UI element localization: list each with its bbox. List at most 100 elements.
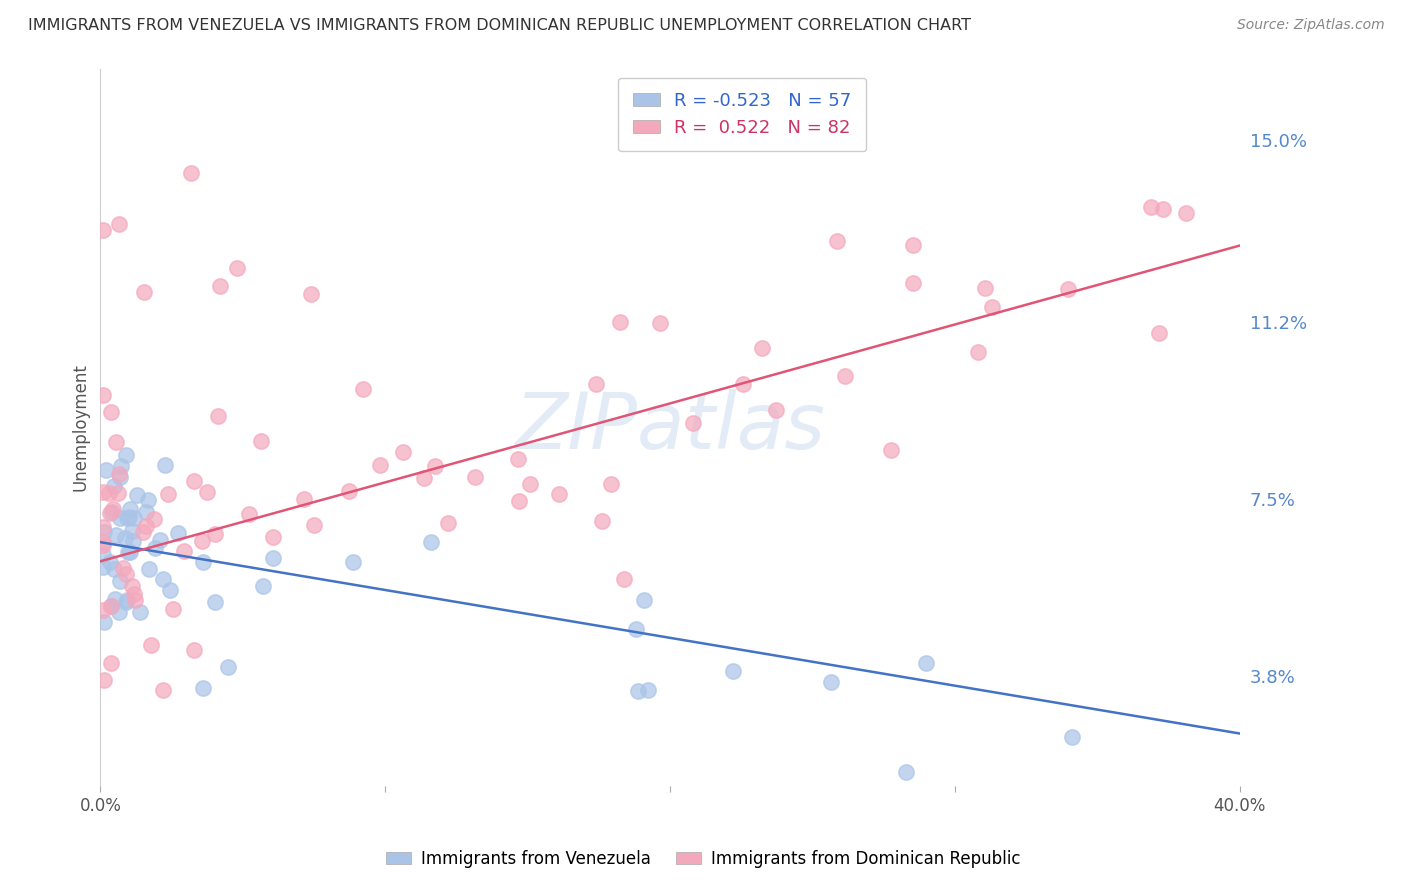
Point xyxy=(648,316,671,330)
Point xyxy=(149,533,172,547)
Point xyxy=(262,550,284,565)
Point xyxy=(125,488,148,502)
Point xyxy=(412,471,434,485)
Point xyxy=(136,493,159,508)
Y-axis label: Unemployment: Unemployment xyxy=(72,363,89,491)
Point xyxy=(121,579,143,593)
Point xyxy=(112,561,135,575)
Point xyxy=(124,592,146,607)
Point xyxy=(880,442,903,457)
Point xyxy=(252,579,274,593)
Point xyxy=(352,382,374,396)
Point xyxy=(613,572,636,586)
Point xyxy=(103,562,125,576)
Point xyxy=(135,519,157,533)
Point xyxy=(103,479,125,493)
Point xyxy=(183,643,205,657)
Text: Source: ZipAtlas.com: Source: ZipAtlas.com xyxy=(1237,18,1385,32)
Point xyxy=(250,434,273,449)
Point xyxy=(208,279,231,293)
Point xyxy=(217,660,239,674)
Point xyxy=(100,505,122,519)
Point xyxy=(93,615,115,630)
Point xyxy=(637,683,659,698)
Point xyxy=(97,485,120,500)
Point xyxy=(124,511,146,525)
Point xyxy=(153,458,176,472)
Point xyxy=(1152,202,1174,217)
Point xyxy=(96,463,118,477)
Point xyxy=(903,277,925,291)
Text: IMMIGRANTS FROM VENEZUELA VS IMMIGRANTS FROM DOMINICAN REPUBLIC UNEMPLOYMENT COR: IMMIGRANTS FROM VENEZUELA VS IMMIGRANTS … xyxy=(28,18,972,33)
Point xyxy=(122,587,145,601)
Point xyxy=(519,477,541,491)
Point xyxy=(191,554,214,568)
Point xyxy=(391,445,413,459)
Point xyxy=(1147,326,1170,340)
Point xyxy=(93,525,115,540)
Point xyxy=(141,638,163,652)
Point xyxy=(104,591,127,606)
Point xyxy=(262,530,284,544)
Point xyxy=(108,574,131,588)
Point xyxy=(108,511,131,525)
Point xyxy=(633,593,655,607)
Point xyxy=(121,524,143,538)
Point xyxy=(624,622,647,636)
Point xyxy=(108,605,131,619)
Point xyxy=(974,281,997,295)
Point xyxy=(115,595,138,609)
Point xyxy=(183,474,205,488)
Point xyxy=(91,223,114,237)
Point xyxy=(751,341,773,355)
Point xyxy=(157,487,180,501)
Point xyxy=(152,683,174,698)
Point xyxy=(91,520,114,534)
Point xyxy=(135,505,157,519)
Point xyxy=(100,405,122,419)
Point xyxy=(1060,731,1083,745)
Point xyxy=(118,509,141,524)
Point xyxy=(609,315,631,329)
Point xyxy=(138,562,160,576)
Point xyxy=(508,452,530,467)
Point xyxy=(132,285,155,299)
Point xyxy=(91,603,114,617)
Legend: Immigrants from Venezuela, Immigrants from Dominican Republic: Immigrants from Venezuela, Immigrants fr… xyxy=(380,844,1026,875)
Point xyxy=(765,402,787,417)
Point xyxy=(207,409,229,424)
Point xyxy=(122,533,145,548)
Point xyxy=(423,458,446,473)
Point xyxy=(592,514,614,528)
Point xyxy=(437,516,460,531)
Point xyxy=(115,448,138,462)
Point xyxy=(93,673,115,687)
Point xyxy=(342,554,364,568)
Point xyxy=(190,533,212,548)
Point xyxy=(98,506,121,520)
Point xyxy=(1175,205,1198,219)
Point xyxy=(91,538,114,552)
Point xyxy=(167,526,190,541)
Point xyxy=(292,491,315,506)
Text: ZIPatlas: ZIPatlas xyxy=(515,389,825,466)
Point xyxy=(901,238,924,252)
Point xyxy=(159,583,181,598)
Point xyxy=(91,387,114,401)
Point xyxy=(981,301,1004,315)
Point xyxy=(91,535,114,549)
Point xyxy=(368,458,391,472)
Point xyxy=(98,555,121,569)
Point xyxy=(191,681,214,696)
Point xyxy=(966,344,988,359)
Point xyxy=(108,467,131,482)
Point xyxy=(114,532,136,546)
Point xyxy=(834,368,856,383)
Point xyxy=(173,543,195,558)
Point xyxy=(115,592,138,607)
Point xyxy=(101,502,124,516)
Point xyxy=(547,487,569,501)
Point xyxy=(100,599,122,614)
Point xyxy=(143,541,166,555)
Point xyxy=(107,485,129,500)
